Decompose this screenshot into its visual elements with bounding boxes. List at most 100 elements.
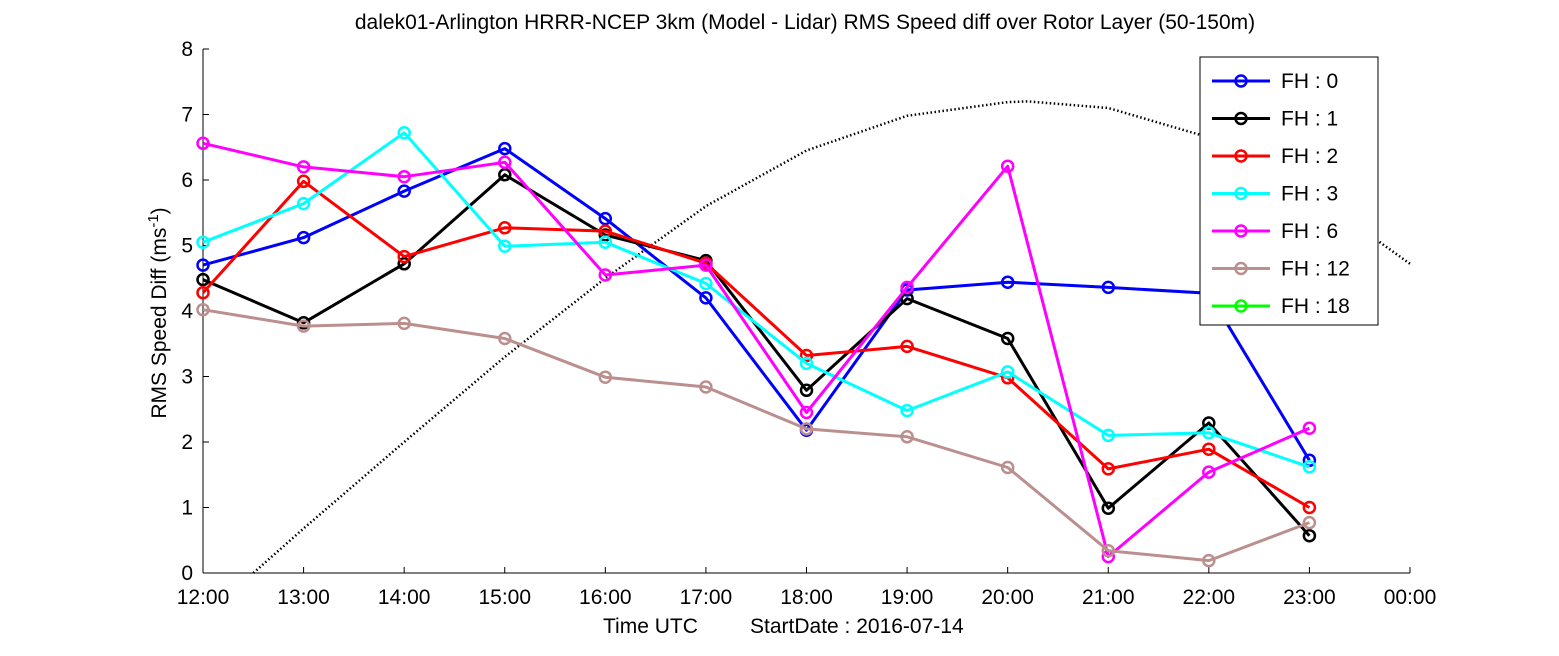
data-point: [1101, 543, 1116, 558]
data-point: [1202, 426, 1216, 440]
data-point: [196, 136, 210, 151]
legend-entry: FH : 1: [1212, 108, 1338, 131]
y-axis-label: RMS Speed Diff (ms-1): [145, 207, 171, 418]
legend-entry: FH : 12: [1212, 258, 1350, 281]
data-point: [196, 285, 210, 300]
data-point: [699, 258, 713, 272]
legend-swatch-marker: [1234, 299, 1248, 313]
data-point: [498, 331, 512, 346]
data-point: [397, 184, 411, 198]
x-tick-label: 17:00: [680, 586, 733, 609]
y-axis-label-main: RMS Speed Diff (ms: [148, 228, 171, 419]
x-tick-label: 14:00: [378, 586, 431, 609]
series-5: [196, 302, 1317, 568]
data-point: [296, 196, 311, 211]
data-point: [296, 174, 311, 189]
legend-label: FH : 2: [1281, 145, 1338, 168]
data-point: [1000, 331, 1015, 346]
data-point: [1000, 275, 1015, 289]
data-point: [900, 430, 914, 444]
data-point: [196, 302, 210, 317]
data-point: [1302, 500, 1317, 515]
legend-swatch-marker: [1234, 261, 1248, 276]
y-tick-label: 1: [181, 497, 193, 520]
legend-swatch-marker: [1234, 149, 1248, 163]
legend-label: FH : 0: [1281, 70, 1338, 93]
data-point: [598, 211, 613, 226]
x-tick-label: 19:00: [881, 586, 934, 609]
series-line: [202, 131, 1310, 469]
data-point: [296, 319, 311, 333]
data-point: [196, 272, 210, 287]
legend-label: FH : 6: [1281, 220, 1338, 243]
y-tick-label: 3: [181, 366, 193, 389]
data-point: [1302, 528, 1317, 543]
x-tick-label: 13:00: [277, 586, 330, 609]
legend-swatch-marker: [1234, 186, 1248, 201]
y-axis-label-exponent: -1: [145, 214, 162, 227]
x-tick-label: 00:00: [1384, 586, 1437, 609]
data-point: [498, 155, 512, 170]
data-point: [1302, 515, 1317, 530]
data-point: [1202, 442, 1216, 456]
series-line: [202, 308, 1310, 563]
x-tick-label: 23:00: [1283, 586, 1336, 609]
data-point: [1000, 159, 1015, 173]
series-0: [196, 141, 1317, 468]
legend-label: FH : 18: [1281, 295, 1350, 318]
y-tick-label: 2: [181, 431, 193, 454]
x-tick-label: 15:00: [478, 586, 531, 609]
data-point: [296, 160, 311, 174]
x-tick-label: 20:00: [981, 586, 1034, 609]
data-point: [1101, 280, 1116, 295]
data-point: [498, 221, 512, 235]
data-point: [1202, 465, 1216, 479]
y-ticks: 0 1 2 3 4 5 6 7 8: [181, 38, 209, 585]
x-axis-label-main: Time UTC: [603, 615, 698, 638]
data-point: [1302, 460, 1317, 474]
data-point: [799, 383, 814, 398]
data-point: [196, 258, 210, 272]
x-axis-label-startdate: StartDate : 2016-07-14: [750, 615, 964, 638]
data-point: [598, 370, 613, 384]
legend-entry: FH : 3: [1212, 183, 1338, 206]
x-tick-label: 21:00: [1082, 586, 1135, 609]
data-point: [1000, 365, 1015, 379]
legend-swatch-marker: [1234, 224, 1248, 238]
data-point: [1101, 501, 1116, 515]
data-point: [498, 168, 512, 182]
series-2: [196, 174, 1317, 515]
x-tick-label: 16:00: [579, 586, 632, 609]
data-point: [498, 141, 512, 156]
legend-box: [1199, 56, 1379, 326]
legend-entry: FH : 0: [1212, 70, 1338, 93]
legend: FH : 0 FH : 1 FH : 2 FH : 3 FH : 6 FH : 12 FH …: [1199, 56, 1379, 326]
data-point: [598, 268, 613, 282]
data-point: [699, 380, 713, 394]
series-line: [201, 179, 1311, 509]
x-ticks: 12:00 13:00 14:00 15:00 16:00 17:00 18:00 19:00…: [177, 567, 1437, 609]
data-point: [196, 235, 210, 249]
legend-label: FH : 3: [1281, 183, 1338, 206]
data-point: [900, 280, 914, 295]
legend-entry: FH : 2: [1212, 145, 1338, 168]
x-tick-label: 22:00: [1183, 586, 1236, 609]
y-tick-label: 6: [181, 169, 193, 192]
data-point: [799, 405, 814, 420]
data-point: [397, 169, 411, 184]
legend-swatch-marker: [1234, 74, 1248, 88]
data-point: [498, 239, 512, 253]
data-point: [397, 257, 411, 271]
series-line: [202, 141, 1310, 559]
x-tick-label: 12:00: [177, 586, 230, 609]
series-1: [196, 168, 1317, 543]
data-point: [397, 126, 411, 140]
series-line: [202, 173, 1311, 537]
data-point: [1101, 462, 1116, 476]
data-point: [799, 348, 814, 363]
legend-entry: FH : 18: [1212, 295, 1350, 318]
data-point: [598, 235, 613, 249]
legend-label: FH : 1: [1281, 108, 1338, 131]
data-point: [799, 356, 814, 371]
